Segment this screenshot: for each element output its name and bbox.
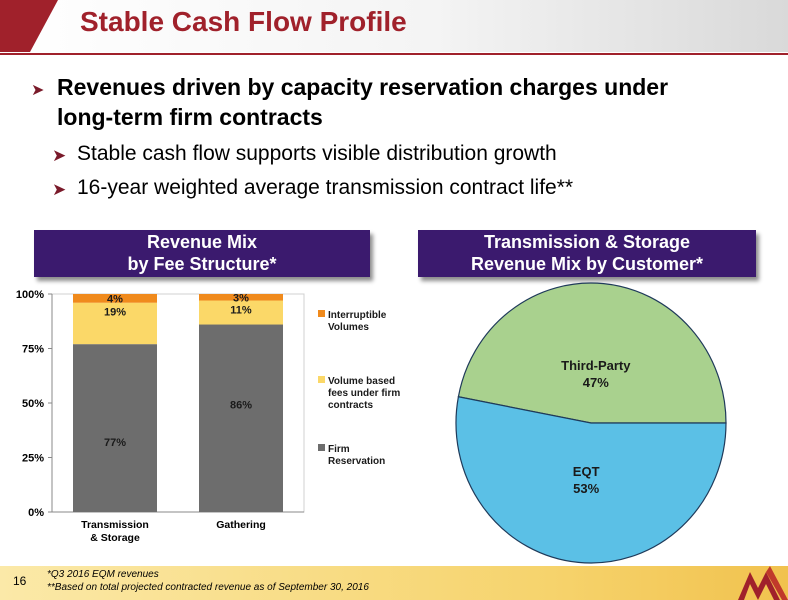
legend-swatch xyxy=(318,310,325,317)
legend-swatch xyxy=(318,444,325,451)
bar-chart-title-box: Revenue Mix by Fee Structure* xyxy=(34,230,370,277)
legend-swatch xyxy=(318,376,325,383)
y-tick-label: 75% xyxy=(22,344,44,356)
bar-segment xyxy=(73,344,157,512)
y-tick-label: 100% xyxy=(16,289,44,301)
pie-slice-value: 53% xyxy=(573,481,599,496)
footer-bar xyxy=(0,566,788,600)
revenue-mix-bar-chart: 0% 25% 50% 75% 100% 77% 19% 4% Transmission& Sto… xyxy=(16,289,400,544)
sub-bullet-arrow-icon: ➤ xyxy=(52,146,67,165)
pie-slice xyxy=(457,282,727,424)
legend-label: Volumes xyxy=(328,322,369,333)
x-category-label: Gathering xyxy=(216,519,266,531)
legend-label: Volume based xyxy=(328,376,395,387)
bar-data-label: 4% xyxy=(107,293,123,305)
x-category-label: & Storage xyxy=(90,532,140,544)
bullet-arrow-icon: ➤ xyxy=(31,82,45,99)
bar-data-label: 3% xyxy=(233,292,249,304)
legend-label: Firm xyxy=(328,444,350,455)
bar-segment xyxy=(199,300,283,325)
bar-data-label: 19% xyxy=(104,307,126,319)
legend-label: Interruptible xyxy=(328,310,387,321)
sub-bullet-1: Stable cash flow supports visible distri… xyxy=(77,142,557,165)
sub-bullet-arrow-icon: ➤ xyxy=(52,180,67,199)
legend-label: fees under firm xyxy=(328,388,400,399)
company-logo-icon xyxy=(738,566,788,600)
bar-data-label: 86% xyxy=(230,399,252,411)
bar-segment xyxy=(73,294,157,303)
footnote-1: *Q3 2016 EQM revenues xyxy=(47,569,159,580)
y-tick-label: 50% xyxy=(22,398,44,410)
pie-chart-title-box: Transmission & Storage Revenue Mix by Cu… xyxy=(418,230,756,277)
bullet-1-line-1: Revenues driven by capacity reservation … xyxy=(57,74,669,100)
customer-mix-pie-chart: Third-Party 47% EQT 53% xyxy=(455,282,727,564)
sub-bullet-2: 16-year weighted average transmission co… xyxy=(77,176,574,199)
bar-segment xyxy=(199,294,283,301)
pie-chart-title-line-2: Revenue Mix by Customer* xyxy=(470,254,704,274)
x-category-label: Transmission xyxy=(81,519,149,531)
pie-slice-value: 47% xyxy=(583,375,609,390)
pie-slice xyxy=(455,396,727,564)
pie-slice-label: EQT xyxy=(573,464,600,479)
pie-chart-title-line-1: Transmission & Storage xyxy=(483,232,691,252)
bar-chart-title-line-1: Revenue Mix xyxy=(146,232,258,252)
bar-data-label: 77% xyxy=(104,437,126,449)
bar-segment xyxy=(199,324,283,512)
legend-label: contracts xyxy=(328,400,373,411)
pie-slice-label: Third-Party xyxy=(561,358,631,373)
page-title: Stable Cash Flow Profile xyxy=(80,6,407,37)
bullet-1-line-2: long-term firm contracts xyxy=(57,104,323,130)
footnote-2: **Based on total projected contracted re… xyxy=(47,582,369,593)
bar-data-label: 11% xyxy=(230,305,252,317)
page-number: 16 xyxy=(13,574,27,588)
header-accent-shape xyxy=(0,0,58,52)
y-tick-label: 0% xyxy=(28,507,44,519)
header-bar xyxy=(0,0,788,55)
y-tick-label: 25% xyxy=(22,453,44,465)
bar-segment xyxy=(73,302,157,345)
legend-label: Reservation xyxy=(328,456,385,467)
bar-chart-title-line-2: by Fee Structure* xyxy=(127,254,277,274)
